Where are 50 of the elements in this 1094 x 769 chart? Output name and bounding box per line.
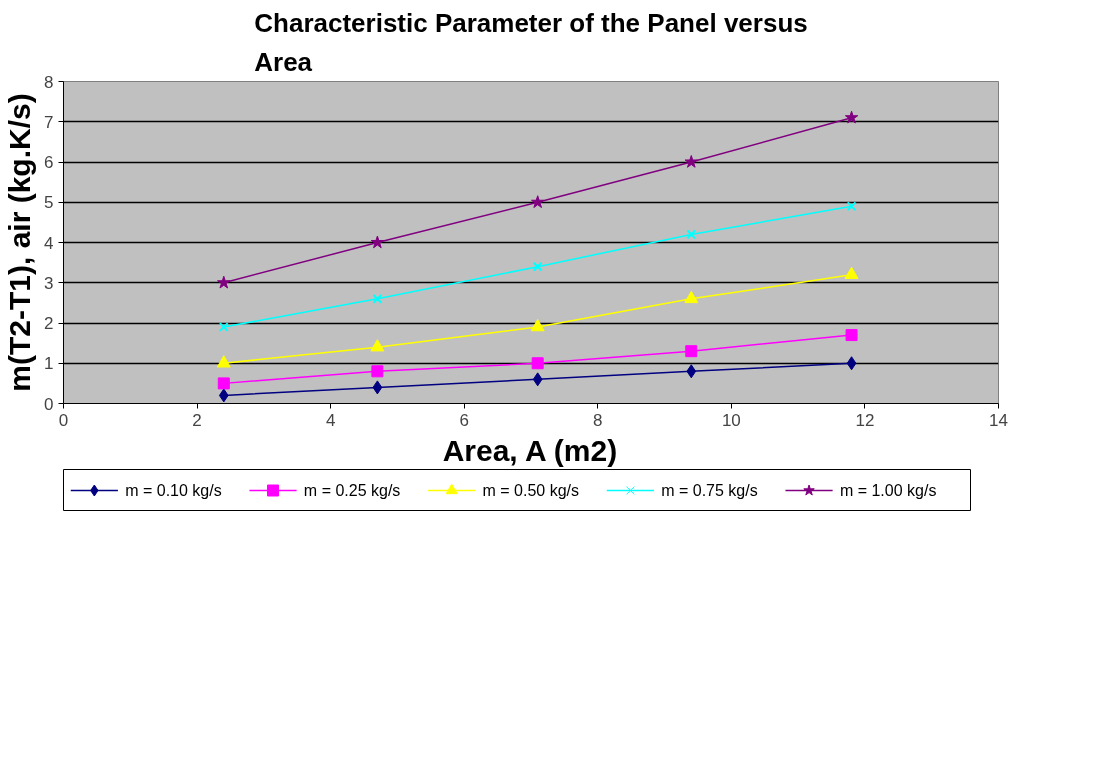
x-tick-label: 10: [721, 410, 741, 430]
legend-label: m = 0.50 kg/s: [482, 482, 580, 499]
y-tick-label: 5: [44, 193, 54, 213]
point: [530, 319, 545, 332]
x-tick-label: 8: [593, 410, 603, 430]
point: [218, 322, 229, 332]
point: [216, 355, 231, 368]
point: [846, 356, 857, 371]
point: [845, 329, 858, 342]
chart-title: Characteristic Parameter of the Panel versus Area: [254, 7, 808, 77]
x-tick-label: 4: [325, 410, 336, 430]
point: [531, 195, 545, 209]
legend-label: m = 0.10 kg/s: [125, 482, 222, 499]
y-tick-label: 2: [44, 314, 54, 333]
point: [370, 339, 385, 352]
x-tick-label: 6: [459, 410, 469, 430]
point: [371, 365, 384, 378]
point: [370, 235, 385, 249]
y-tick-label: 1: [44, 354, 54, 374]
point: [372, 293, 383, 304]
x-tick-label: 0: [58, 410, 69, 430]
y-tick-label: 7: [44, 112, 54, 132]
y-tick-label: 4: [44, 233, 54, 253]
y-tick-label: 8: [44, 72, 54, 92]
point: [686, 364, 697, 379]
y-tick-label: 6: [44, 153, 54, 172]
y-axis-title: m(T2-T1), air (kg.K/s): [3, 93, 37, 392]
point: [846, 201, 857, 212]
point: [372, 380, 383, 395]
point: [217, 377, 230, 390]
x-axis-title: Area, A (m2): [442, 433, 618, 467]
point: [684, 290, 699, 304]
point: [217, 275, 231, 289]
x-tick-label: 12: [855, 410, 875, 430]
point: [684, 155, 698, 168]
point: [218, 388, 229, 403]
x-tick-label: 14: [989, 410, 1008, 430]
y-tick-label: 0: [44, 394, 54, 414]
point: [686, 229, 697, 240]
point: [844, 266, 859, 279]
y-tick-label: 3: [44, 273, 54, 293]
legend-label: m = 1.00 kg/s: [839, 482, 937, 499]
point: [532, 261, 543, 272]
legend-label: m = 0.25 kg/s: [303, 482, 401, 499]
point: [532, 372, 543, 387]
point: [685, 345, 698, 358]
legend-label: m = 0.75 kg/s: [661, 482, 758, 499]
point: [844, 110, 859, 124]
x-tick-label: 2: [192, 410, 202, 430]
point: [531, 357, 544, 370]
